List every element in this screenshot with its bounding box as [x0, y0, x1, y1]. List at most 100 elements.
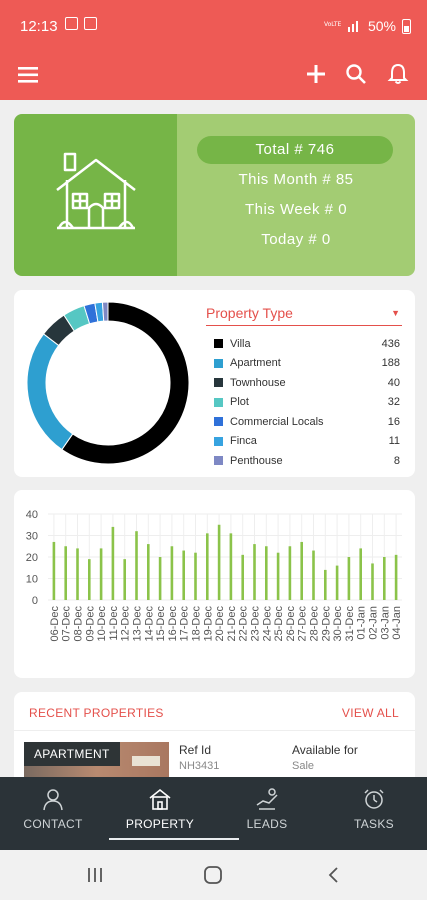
leads-icon — [256, 788, 278, 810]
bar[interactable] — [99, 548, 103, 600]
bar[interactable] — [335, 565, 339, 600]
bar[interactable] — [241, 554, 244, 600]
total-count[interactable]: Total # 746 — [197, 136, 393, 164]
nav-leads[interactable]: LEADS — [214, 777, 320, 850]
bar[interactable] — [288, 546, 292, 600]
legend-count: 32 — [387, 396, 400, 409]
bar[interactable] — [229, 533, 233, 600]
recent-apps-icon[interactable] — [86, 866, 106, 884]
contact-icon — [43, 789, 63, 811]
bar[interactable] — [135, 531, 138, 600]
legend-item: Penthouse 8 — [214, 451, 400, 471]
bar[interactable] — [88, 559, 91, 600]
legend-item: Commercial Locals 16 — [214, 412, 400, 432]
legend-item: Villa 436 — [214, 334, 400, 354]
status-bar: 12:13 VoLTE 50% — [0, 0, 427, 50]
bar[interactable] — [52, 541, 56, 600]
search-icon[interactable] — [345, 63, 367, 85]
x-tick-label: 01-Jan — [356, 606, 368, 640]
bell-icon[interactable] — [387, 63, 409, 85]
donut-slice[interactable] — [61, 301, 190, 465]
bar[interactable] — [111, 526, 115, 600]
bar[interactable] — [324, 569, 327, 600]
status-right: VoLTE 50% — [324, 18, 411, 34]
legend-count: 16 — [387, 415, 400, 428]
ref-id-label: Ref Id — [179, 743, 212, 757]
system-navigation-bar — [0, 850, 427, 900]
legend-swatch — [214, 397, 223, 407]
legend-label: Villa — [230, 337, 251, 350]
back-icon[interactable] — [326, 866, 342, 884]
bar[interactable] — [276, 552, 280, 600]
legend-count: 11 — [388, 435, 400, 448]
bar[interactable] — [158, 557, 162, 600]
y-tick-label: 0 — [32, 595, 38, 607]
bar[interactable] — [206, 533, 209, 600]
gallery-icon — [65, 17, 78, 30]
bar[interactable] — [300, 541, 303, 600]
menu-icon[interactable] — [18, 66, 40, 84]
bar[interactable] — [147, 544, 150, 600]
stats-icon-panel — [14, 114, 177, 276]
x-tick-label: 20-Dec — [214, 606, 226, 642]
signal-icon: VoLTE — [324, 21, 358, 32]
home-icon[interactable] — [203, 865, 223, 885]
alarm-clock-icon — [364, 789, 384, 809]
legend-swatch — [214, 358, 223, 368]
bar[interactable] — [312, 550, 315, 600]
legend-count: 40 — [387, 376, 400, 389]
nav-contact-label: CONTACT — [23, 817, 83, 831]
svg-text:VoLTE: VoLTE — [324, 21, 341, 28]
x-tick-label: 26-Dec — [285, 606, 297, 642]
ref-id-value: NH3431 — [179, 760, 220, 772]
divider — [14, 730, 415, 731]
bar[interactable] — [383, 557, 386, 600]
donut-slice[interactable] — [101, 301, 109, 322]
x-tick-label: 03-Jan — [379, 606, 391, 640]
legend-swatch — [214, 456, 223, 466]
y-tick-label: 40 — [26, 509, 38, 521]
nav-property-label: PROPERTY — [125, 817, 195, 831]
x-tick-label: 19-Dec — [202, 606, 214, 642]
active-tab-indicator — [109, 838, 239, 840]
x-tick-label: 28-Dec — [309, 606, 321, 642]
legend-count: 436 — [381, 337, 400, 350]
battery-text: 50% — [367, 18, 396, 34]
bar[interactable] — [76, 548, 79, 600]
view-all-link[interactable]: VIEW ALL — [341, 706, 399, 720]
bar[interactable] — [123, 559, 126, 600]
bar[interactable] — [170, 546, 174, 600]
legend-swatch — [214, 378, 223, 388]
stats-panel: Total # 746 This Month # 85 This Week # … — [177, 114, 415, 276]
bar[interactable] — [64, 546, 67, 600]
x-tick-label: 24-Dec — [261, 606, 273, 642]
add-icon[interactable] — [305, 63, 327, 85]
nav-contact[interactable]: CONTACT — [0, 777, 106, 850]
legend-swatch — [214, 339, 223, 349]
property-type-dropdown[interactable]: Property Type ▼ — [206, 305, 402, 326]
nav-property[interactable]: PROPERTY — [107, 777, 239, 850]
today-count: Today # 0 — [261, 231, 331, 248]
mail-icon — [84, 17, 97, 30]
bar[interactable] — [371, 563, 374, 600]
x-tick-label: 07-Dec — [61, 606, 73, 642]
bar[interactable] — [265, 546, 268, 600]
bar[interactable] — [394, 554, 398, 600]
x-tick-label: 30-Dec — [332, 606, 344, 642]
property-type-legend: Villa 436 Apartment 188 Townhouse 40 Plot 32 Com… — [214, 334, 400, 471]
bar[interactable] — [359, 548, 362, 600]
bar[interactable] — [347, 557, 351, 600]
nav-tasks[interactable]: TASKS — [321, 777, 427, 850]
legend-swatch — [214, 436, 223, 446]
x-tick-label: 11-Dec — [108, 606, 120, 641]
donut-slice[interactable] — [26, 333, 74, 451]
bar[interactable] — [253, 544, 256, 600]
bar[interactable] — [182, 550, 185, 600]
legend-count: 188 — [381, 357, 400, 370]
bar[interactable] — [194, 552, 197, 600]
bar[interactable] — [217, 524, 221, 600]
property-thumbnail[interactable]: APARTMENT — [24, 742, 169, 778]
dropdown-caret-icon: ▼ — [391, 308, 400, 318]
legend-label: Plot — [230, 396, 249, 409]
